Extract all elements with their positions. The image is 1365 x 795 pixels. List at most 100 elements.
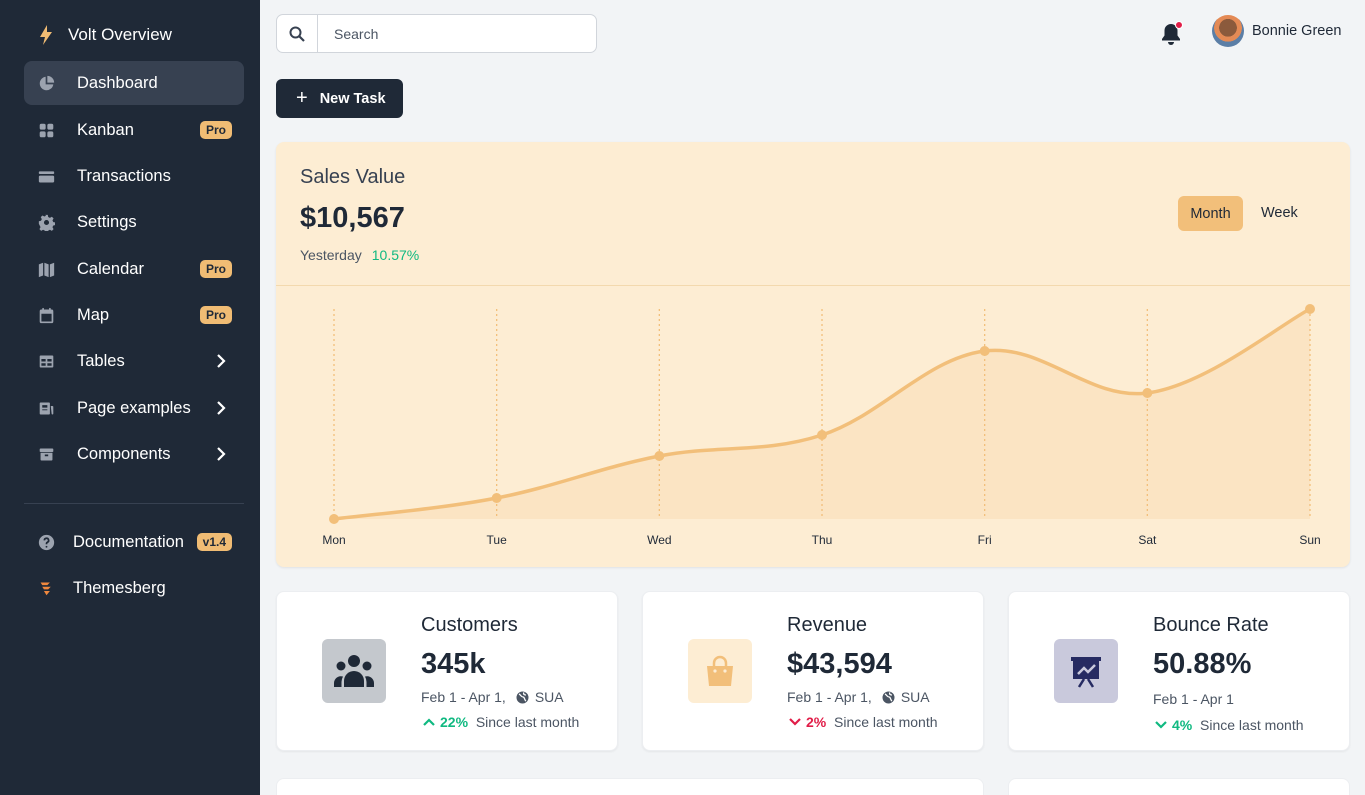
sales-sub-label: Yesterday	[300, 247, 362, 263]
card-title: Customers	[421, 614, 518, 636]
sales-subtitle: Yesterday 10.57%	[300, 247, 419, 263]
card-title: Revenue	[787, 614, 868, 636]
sidebar-item-label: Kanban	[77, 120, 134, 139]
sidebar-item-label: Tables	[77, 351, 125, 370]
calendar-icon	[37, 306, 55, 324]
chart-point	[979, 346, 990, 356]
chevron-right-icon	[217, 401, 226, 415]
sidebar-item-calendar[interactable]: Calendar Pro	[24, 247, 244, 291]
chart-x-tick-label: Tue	[487, 533, 508, 547]
shopping-bag-icon	[688, 639, 752, 703]
sidebar-divider	[24, 503, 244, 504]
card-region: SUA	[534, 689, 564, 705]
chart-x-tick-label: Mon	[322, 533, 345, 547]
sales-chart: Mon Tue Wed Thu Fri Sat Sun	[322, 304, 1321, 547]
card-change-since: Since last month	[1200, 717, 1304, 733]
new-task-button[interactable]: + New Task	[276, 79, 403, 118]
sidebar-item-label: Components	[77, 444, 171, 463]
week-toggle-button[interactable]: Week	[1261, 205, 1298, 221]
sidebar-item-transactions[interactable]: Transactions	[24, 154, 244, 198]
themesberg-logo-icon	[37, 579, 55, 597]
month-toggle-button[interactable]: Month	[1178, 196, 1243, 231]
chart-point	[491, 493, 502, 503]
chart-point	[1305, 304, 1315, 314]
chevron-right-icon	[217, 354, 226, 368]
card-region: SUA	[900, 689, 930, 705]
notification-dot	[1175, 21, 1183, 29]
sidebar-item-page-examples[interactable]: Page examples	[24, 386, 244, 430]
chart-x-tick-label: Fri	[978, 533, 992, 547]
card-change-pct: 4%	[1172, 717, 1193, 733]
pro-badge: Pro	[199, 306, 232, 324]
sales-value: $10,567	[300, 202, 405, 234]
card-value: 345k	[421, 648, 486, 680]
user-name[interactable]: Bonnie Green	[1252, 23, 1342, 39]
card-change: 2% Since last month	[789, 714, 938, 730]
card-change-since: Since last month	[475, 714, 580, 730]
sidebar-item-label: Page examples	[77, 398, 191, 417]
chevron-up-icon	[423, 718, 435, 726]
pro-badge: Pro	[199, 260, 232, 278]
plus-icon: +	[296, 87, 308, 109]
bolt-icon	[40, 25, 52, 45]
search-box	[276, 14, 597, 53]
chart-x-tick-label: Sat	[1138, 533, 1157, 547]
sidebar-item-dashboard[interactable]: Dashboard	[24, 61, 244, 105]
card-period-range: Feb 1 - Apr 1,	[421, 689, 506, 705]
version-badge: v1.4	[196, 533, 232, 551]
sales-value-card: Sales Value $10,567 Yesterday 10.57% Mont…	[276, 142, 1350, 567]
chart-x-tick-label: Wed	[647, 533, 671, 547]
sidebar-item-label: Documentation	[73, 532, 184, 551]
chevron-down-icon	[789, 718, 801, 726]
revenue-card: Revenue $43,594 Feb 1 - Apr 1, SUA 2% Si…	[642, 591, 984, 751]
sidebar-item-label: Calendar	[77, 259, 144, 278]
sidebar-item-kanban[interactable]: Kanban Pro	[24, 108, 244, 152]
sidebar: Volt Overview Dashboard Kanban Pro Trans…	[0, 0, 260, 795]
chart-point	[654, 451, 665, 461]
chart-point	[817, 430, 827, 440]
sales-sub-pct: 10.57%	[371, 247, 420, 263]
sidebar-item-tables[interactable]: Tables	[24, 339, 244, 383]
bell-icon[interactable]	[1160, 22, 1182, 46]
card-change: 4% Since last month	[1155, 717, 1304, 733]
sales-divider	[276, 285, 1350, 286]
bounce-rate-card: Bounce Rate 50.88% Feb 1 - Apr 1 4% Sinc…	[1008, 591, 1350, 751]
sidebar-item-label: Map	[77, 305, 110, 324]
card-value: $43,594	[787, 648, 892, 680]
avatar[interactable]	[1212, 15, 1244, 47]
chevron-right-icon	[217, 447, 226, 461]
card-change: 22% Since last month	[423, 714, 579, 730]
bottom-card	[276, 778, 984, 795]
sidebar-item-components[interactable]: Components	[24, 432, 244, 476]
gear-icon	[37, 213, 55, 231]
sidebar-item-label: Transactions	[77, 166, 171, 185]
credit-card-icon	[37, 167, 55, 185]
chart-area	[334, 309, 1310, 519]
sales-title: Sales Value	[300, 166, 406, 188]
card-period-range: Feb 1 - Apr 1,	[787, 689, 872, 705]
newspaper-icon	[37, 399, 55, 417]
pie-chart-icon	[37, 74, 55, 92]
archive-icon	[37, 445, 55, 463]
pro-badge: Pro	[199, 121, 232, 139]
question-circle-icon	[37, 533, 55, 551]
users-icon	[322, 639, 386, 703]
sidebar-item-map[interactable]: Map Pro	[24, 293, 244, 337]
card-period: Feb 1 - Apr 1	[1153, 691, 1234, 707]
brand-link[interactable]: Volt Overview	[38, 24, 172, 46]
search-icon	[277, 15, 318, 52]
card-period: Feb 1 - Apr 1, SUA	[787, 689, 930, 705]
sidebar-item-label: Settings	[77, 212, 137, 231]
sidebar-item-settings[interactable]: Settings	[24, 200, 244, 244]
card-period: Feb 1 - Apr 1, SUA	[421, 689, 564, 705]
sidebar-item-label: Dashboard	[77, 73, 158, 92]
bottom-card	[1008, 778, 1350, 795]
presentation-chart-icon	[1054, 639, 1118, 703]
sidebar-item-documentation[interactable]: Documentation v1.4	[24, 520, 244, 564]
sidebar-item-themesberg[interactable]: Themesberg	[24, 566, 244, 610]
chart-point	[1142, 388, 1153, 398]
grid-icon	[37, 121, 55, 139]
search-input[interactable]	[318, 15, 588, 52]
card-title: Bounce Rate	[1153, 614, 1269, 636]
card-change-pct: 22%	[440, 714, 469, 730]
